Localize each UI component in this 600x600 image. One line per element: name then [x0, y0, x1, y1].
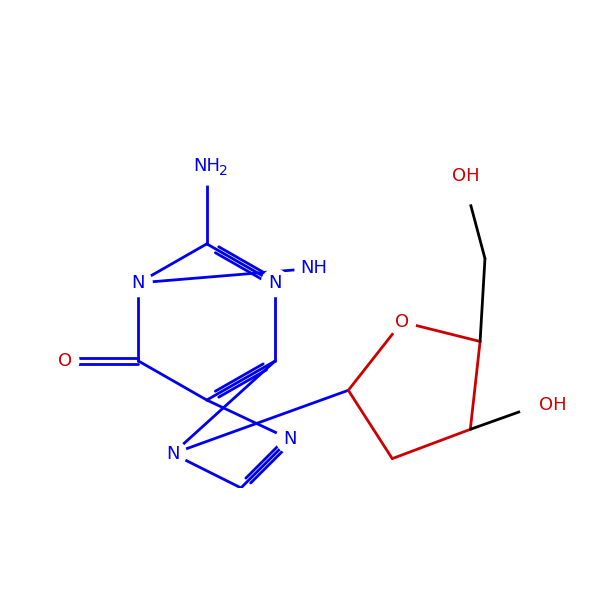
Circle shape	[159, 440, 186, 467]
Text: N: N	[268, 274, 282, 292]
Text: OH: OH	[539, 396, 566, 414]
Text: O: O	[58, 352, 73, 370]
Circle shape	[388, 308, 416, 335]
Circle shape	[188, 146, 226, 185]
Circle shape	[520, 386, 558, 424]
Circle shape	[262, 269, 289, 296]
Text: N: N	[283, 430, 296, 448]
Text: NH: NH	[193, 157, 220, 175]
Text: NH: NH	[301, 259, 328, 277]
Text: O: O	[395, 313, 409, 331]
Text: N: N	[132, 274, 145, 292]
Text: 2: 2	[220, 164, 228, 178]
Circle shape	[446, 166, 485, 205]
Text: N: N	[166, 445, 179, 463]
Circle shape	[295, 249, 333, 287]
Circle shape	[276, 425, 304, 453]
Circle shape	[52, 347, 79, 374]
Circle shape	[125, 269, 152, 296]
Text: OH: OH	[452, 167, 479, 185]
